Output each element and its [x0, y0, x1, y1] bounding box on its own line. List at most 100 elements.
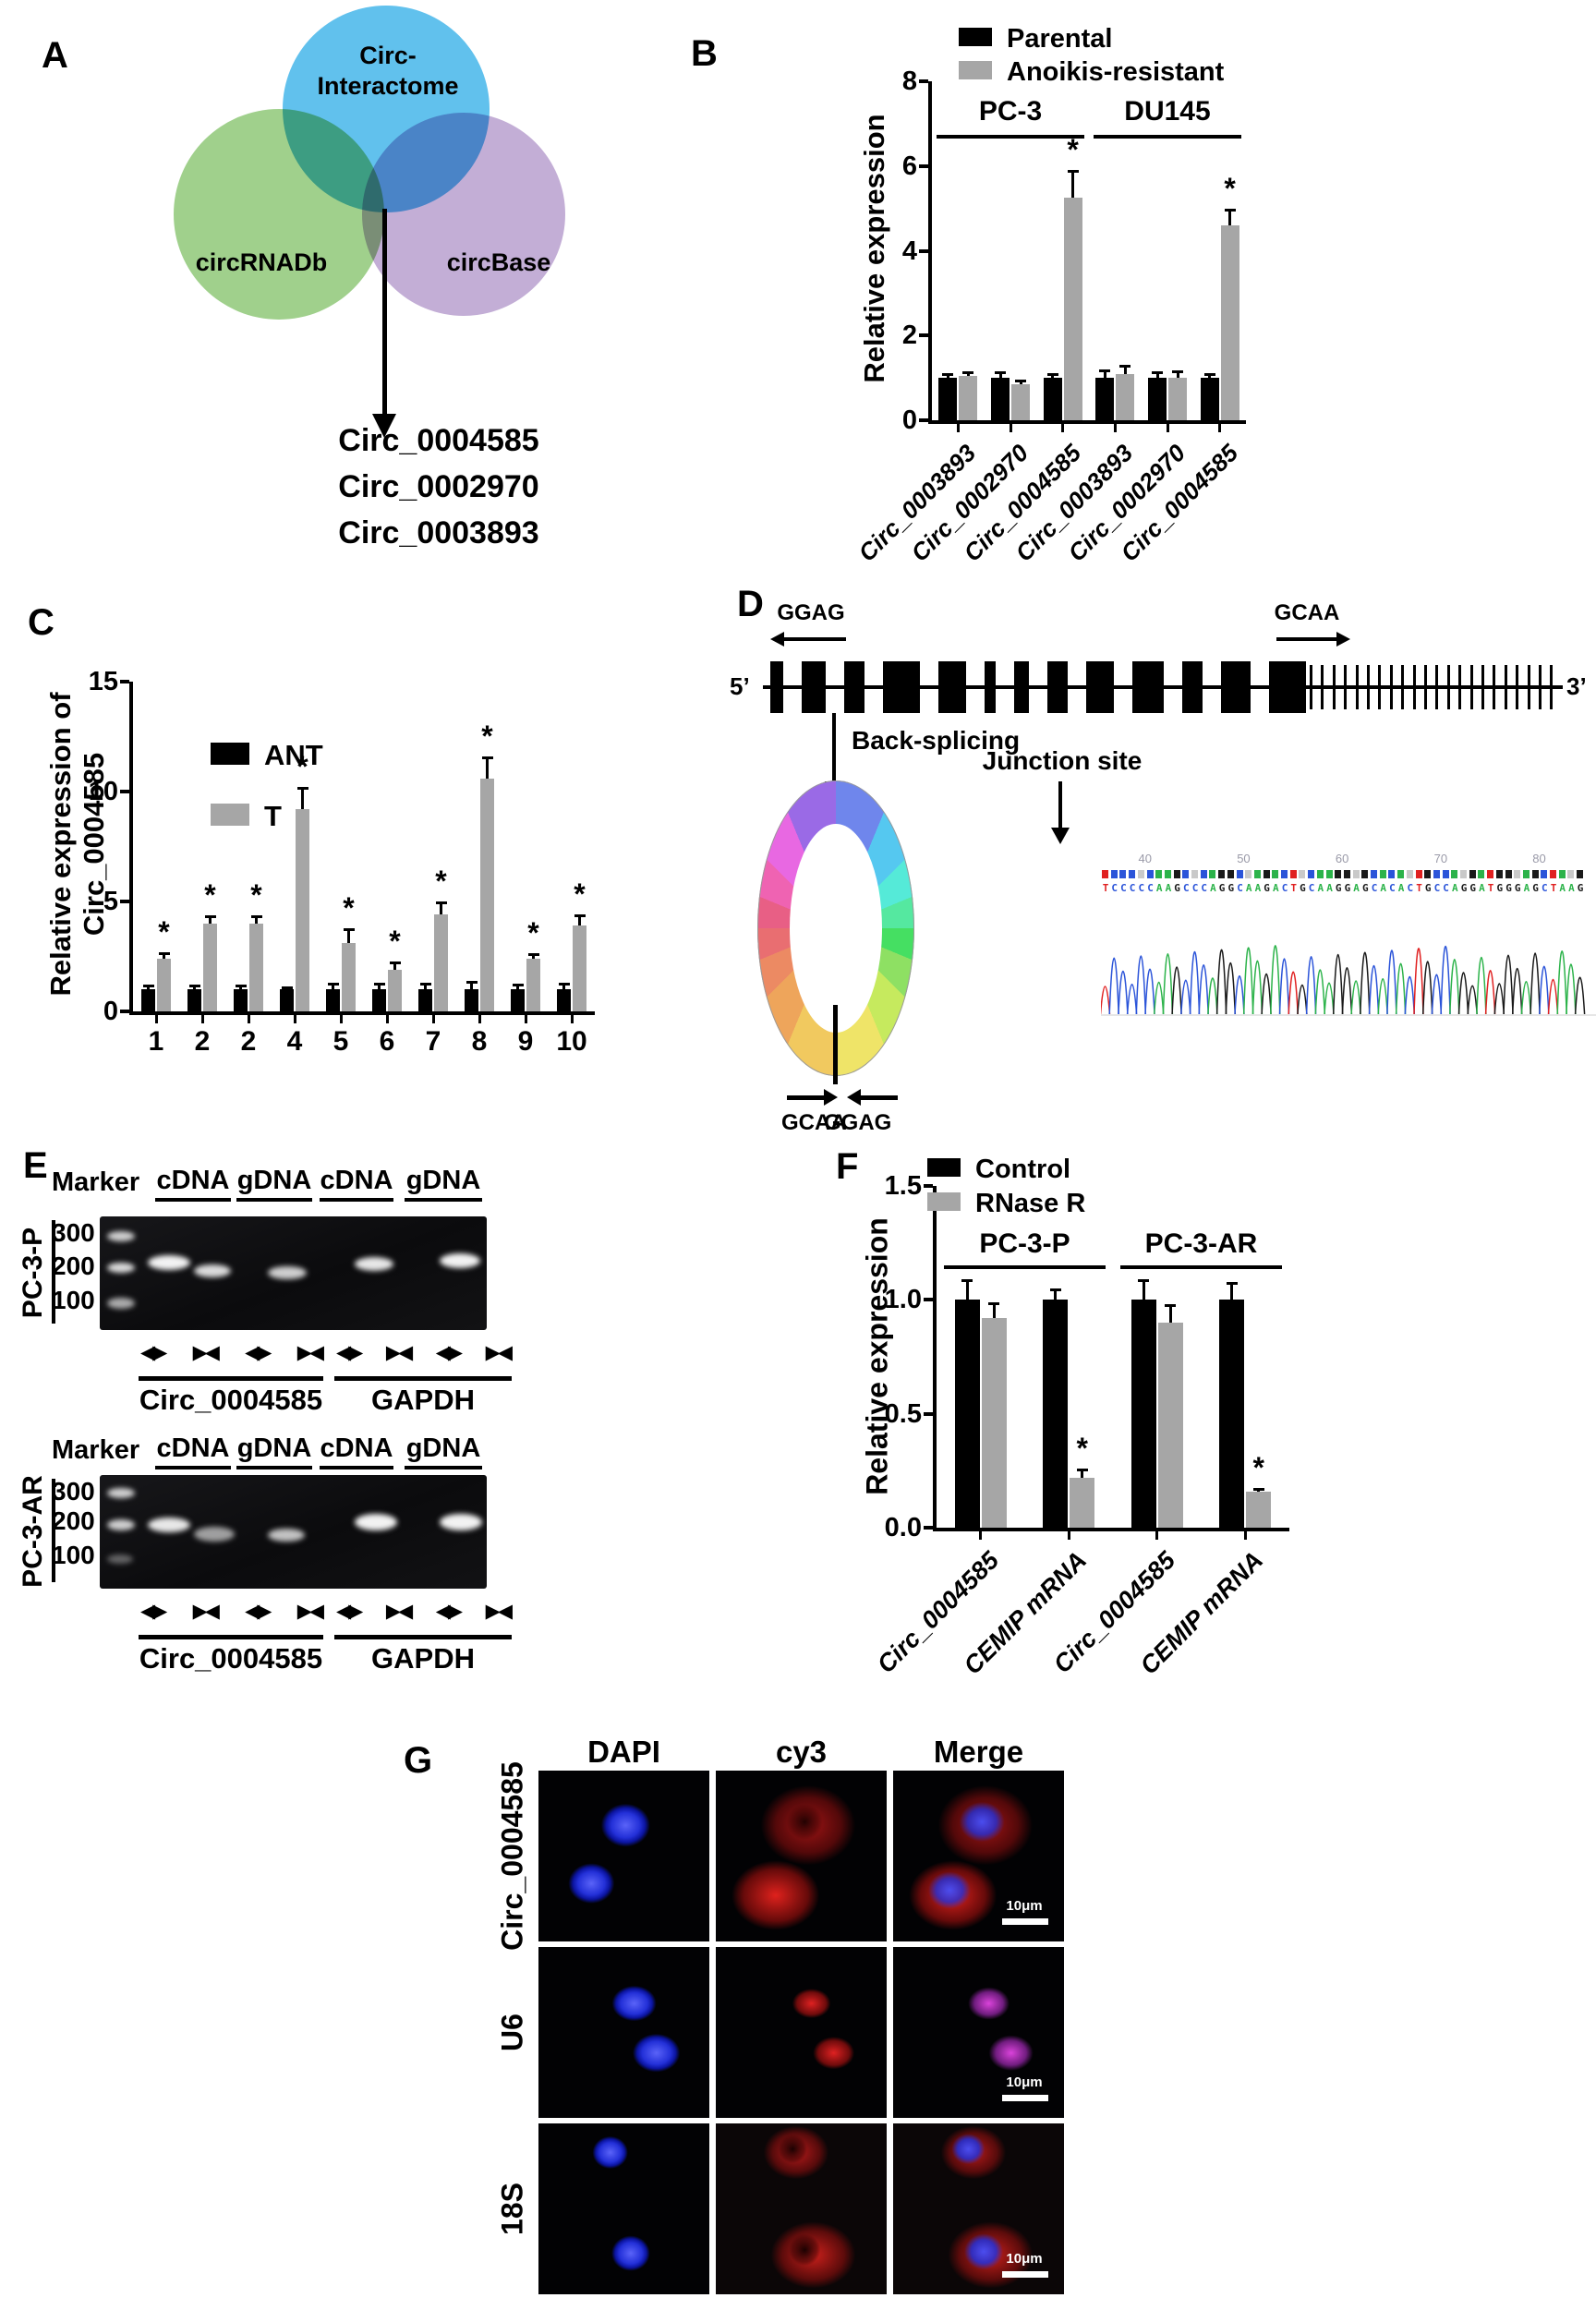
gel-band [148, 1255, 190, 1270]
quality-square [1227, 870, 1234, 878]
intron-tick [1527, 665, 1530, 709]
x-tick-mark [1067, 1531, 1070, 1540]
lane-header-gDNA: gDNA [236, 1166, 312, 1202]
bar-T [296, 809, 309, 1011]
quality-square [1343, 870, 1350, 878]
bar-Control [954, 1300, 980, 1528]
quality-square [1164, 870, 1171, 878]
sequence-base: T [1102, 882, 1109, 894]
venn-circle-circbase [362, 113, 565, 316]
sequence-base: A [1523, 882, 1530, 894]
x-tick-mark [247, 1015, 250, 1023]
error-bar-cap [1067, 170, 1079, 174]
primer-pair-icon: ◀▶ [245, 1600, 272, 1622]
intron-tick [1424, 665, 1427, 709]
quality-square [1397, 870, 1405, 878]
sequence-base: A [1155, 882, 1163, 894]
primer-pair-icon: ◀▶ [140, 1341, 167, 1363]
error-bar [393, 961, 396, 970]
quality-square [1146, 870, 1154, 878]
error-bar-cap [373, 983, 385, 986]
significance-star: * [158, 914, 170, 949]
intron-tick [1310, 665, 1312, 709]
error-bar-cap [481, 756, 493, 759]
bar-Anoikis-resistant [1063, 198, 1082, 420]
y-tick-label: 6 [901, 151, 917, 181]
bar-Parental [1148, 378, 1167, 420]
quality-square [1361, 870, 1369, 878]
x-tick-mark [1218, 424, 1222, 432]
quality-square [1335, 870, 1342, 878]
bar-T [434, 914, 448, 1011]
gel-image [100, 1475, 487, 1589]
bar-Parental [1200, 378, 1219, 420]
error-bar [1155, 371, 1159, 379]
bar-T [573, 925, 586, 1011]
panel-c-label: C [28, 602, 54, 643]
sequence-base: A [1317, 882, 1324, 894]
error-bar [301, 787, 304, 810]
quality-square [1245, 870, 1252, 878]
quality-square [1550, 870, 1556, 878]
bar-ANT [141, 989, 155, 1011]
chromatogram-traces [1101, 945, 1596, 1016]
error-bar [965, 1279, 969, 1300]
three-prime-label: 3’ [1566, 672, 1587, 700]
venn-arrow-head [372, 414, 396, 438]
y-tick-mark [919, 163, 928, 168]
x-tick-mark [956, 424, 960, 432]
bar-Parental [991, 378, 1010, 420]
error-bar-cap [281, 986, 293, 989]
primer-arrow-left-shaft [861, 1095, 898, 1100]
group-line-PC-3-AR [1119, 1265, 1283, 1269]
x-tick-label: 6 [379, 1026, 395, 1057]
x-tick-mark [339, 1015, 343, 1023]
gene-underline [334, 1376, 512, 1381]
sequence-base: C [1201, 882, 1207, 894]
error-bar [378, 983, 381, 990]
intron-tick [1321, 665, 1324, 709]
bar-Parental [938, 378, 958, 420]
bar-ANT [418, 989, 432, 1011]
ladder-100: 100 [52, 1541, 95, 1569]
error-bar-cap [988, 1301, 1000, 1305]
position-number: 70 [1433, 852, 1448, 865]
error-bar-cap [962, 371, 974, 375]
x-tick-mark [1166, 424, 1169, 432]
quality-square [1299, 870, 1306, 878]
venn-result-2: Circ_0002970 [338, 469, 539, 504]
error-bar-cap [1138, 1279, 1150, 1283]
x-tick-mark [979, 1531, 983, 1540]
micrograph-circ0004585-dapi [538, 1771, 709, 1941]
quality-square [1522, 870, 1530, 878]
quality-square [1415, 870, 1422, 878]
group-label: PC-3 [978, 96, 1043, 127]
y-tick-mark [924, 1411, 933, 1416]
legend-swatch-Anoikis-resistant [959, 61, 992, 79]
quality-square [1469, 870, 1476, 878]
gel-band [107, 1263, 135, 1273]
quality-square [1433, 870, 1440, 878]
y-tick-mark [919, 79, 928, 83]
sequence-base: G [1335, 882, 1342, 894]
lane-header-cDNA: cDNA [320, 1433, 393, 1469]
group-label: PC-3-P [979, 1228, 1070, 1259]
primer-arrow-head-right [1336, 632, 1350, 647]
error-bar [486, 756, 489, 779]
bar-T [157, 958, 171, 1011]
cell-line-rule [52, 1479, 55, 1582]
sequence-base: G [1532, 882, 1539, 894]
primer-pair-icon: ▶◀ [296, 1600, 324, 1622]
intron-tick [1367, 665, 1370, 709]
sequence-base: G [1174, 882, 1180, 894]
error-bar-cap [942, 372, 954, 376]
error-bar-cap [235, 985, 247, 988]
sequence-base: C [1371, 882, 1378, 894]
quality-square [1424, 870, 1432, 878]
error-bar [992, 1301, 996, 1319]
significance-star: * [481, 719, 493, 753]
legend-label: RNase R [975, 1189, 1086, 1218]
panel-g-label: G [404, 1740, 433, 1781]
gel-band [440, 1514, 482, 1530]
significance-star: * [389, 925, 401, 959]
